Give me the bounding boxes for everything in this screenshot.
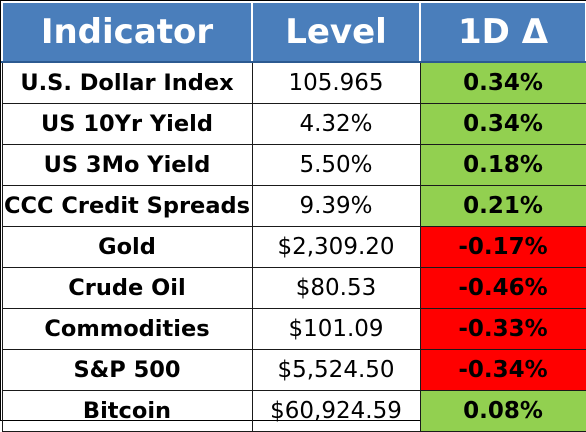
table-row: S&P 500 $5,524.50 -0.34% <box>1 349 586 391</box>
indicator-column-header: Indicator <box>1 1 253 63</box>
daily-change-cell: -0.17% <box>419 226 586 268</box>
indicator-name-cell: Bitcoin <box>1 390 253 432</box>
level-value-cell: 4.32% <box>251 103 421 145</box>
daily-change-cell: -0.33% <box>419 308 586 350</box>
indicator-name-cell: CCC Credit Spreads <box>1 185 253 227</box>
level-value-cell: $60,924.59 <box>251 390 421 432</box>
level-column-header: Level <box>251 1 421 63</box>
table-row: Gold $2,309.20 -0.17% <box>1 226 586 268</box>
table-row: Commodities $101.09 -0.33% <box>1 308 586 350</box>
indicator-name-cell: US 10Yr Yield <box>1 103 253 145</box>
indicator-name-cell: Commodities <box>1 308 253 350</box>
daily-change-cell: -0.34% <box>419 349 586 391</box>
level-value-cell: $101.09 <box>251 308 421 350</box>
table-row: US 10Yr Yield 4.32% 0.34% <box>1 103 586 145</box>
header-row: Indicator Level 1D Δ <box>1 1 586 63</box>
indicator-name-cell: U.S. Dollar Index <box>1 61 253 104</box>
table-row: US 3Mo Yield 5.50% 0.18% <box>1 144 586 186</box>
table-row: Crude Oil $80.53 -0.46% <box>1 267 586 309</box>
level-value-cell: 5.50% <box>251 144 421 186</box>
daily-change-cell: 0.08% <box>419 390 586 432</box>
table-row: Bitcoin $60,924.59 0.08% <box>1 390 586 432</box>
indicator-name-cell: S&P 500 <box>1 349 253 391</box>
level-value-cell: $5,524.50 <box>251 349 421 391</box>
level-value-cell: $80.53 <box>251 267 421 309</box>
daily-change-cell: 0.21% <box>419 185 586 227</box>
change-column-header: 1D Δ <box>419 1 586 63</box>
indicator-name-cell: Gold <box>1 226 253 268</box>
daily-change-cell: 0.18% <box>419 144 586 186</box>
daily-change-cell: 0.34% <box>419 61 586 104</box>
level-value-cell: 105.965 <box>251 61 421 104</box>
indicator-name-cell: Crude Oil <box>1 267 253 309</box>
level-value-cell: 9.39% <box>251 185 421 227</box>
table-row: U.S. Dollar Index 105.965 0.34% <box>1 61 586 104</box>
level-value-cell: $2,309.20 <box>251 226 421 268</box>
indicator-name-cell: US 3Mo Yield <box>1 144 253 186</box>
table-row: CCC Credit Spreads 9.39% 0.21% <box>1 185 586 227</box>
daily-change-cell: -0.46% <box>419 267 586 309</box>
daily-change-cell: 0.34% <box>419 103 586 145</box>
